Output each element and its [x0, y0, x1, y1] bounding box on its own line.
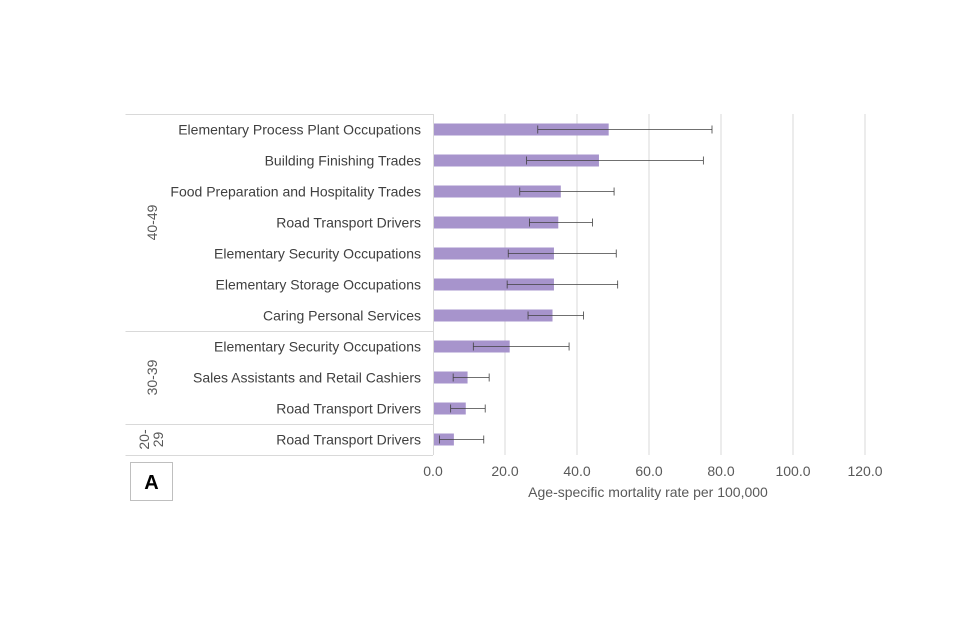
error-bar: [507, 249, 617, 258]
category-label: Elementary Security Occupations: [214, 246, 421, 262]
error-bar: [529, 218, 593, 227]
category-label: Road Transport Drivers: [276, 401, 421, 417]
bar: [434, 340, 510, 353]
error-bar: [452, 373, 490, 382]
group-label: 30-39: [144, 359, 160, 395]
error-bar: [537, 125, 713, 134]
bars: [434, 123, 609, 446]
x-tick-label: 120.0: [847, 463, 882, 479]
category-label: Elementary Process Plant Occupations: [178, 122, 421, 138]
group-label: 40-49: [144, 204, 160, 240]
bar: [434, 185, 561, 198]
x-axis-title: Age-specific mortality rate per 100,000: [528, 484, 768, 500]
x-tick-label: 80.0: [707, 463, 734, 479]
bar: [434, 247, 554, 260]
x-tick-label: 100.0: [775, 463, 810, 479]
category-labels: Elementary Process Plant Occupations Buil…: [170, 122, 421, 448]
error-bar: [450, 404, 486, 413]
group-labels: 40-49 30-39 20-29: [136, 204, 166, 449]
category-label: Elementary Security Occupations: [214, 339, 421, 355]
error-bar: [472, 342, 570, 351]
bar: [434, 309, 553, 322]
x-tick-labels: 0.0 20.0 40.0 60.0 80.0 100.0 120.0: [423, 463, 882, 479]
group-frame: [125, 114, 434, 456]
bar: [434, 123, 609, 136]
category-label: Elementary Storage Occupations: [216, 277, 421, 293]
category-label: Food Preparation and Hospitality Trades: [170, 184, 421, 200]
category-label: Building Finishing Trades: [265, 153, 421, 169]
category-label: Road Transport Drivers: [276, 432, 421, 448]
x-tick-label: 40.0: [563, 463, 590, 479]
x-tick-label: 60.0: [635, 463, 662, 479]
error-bar: [439, 435, 485, 444]
bar: [434, 371, 468, 384]
bar: [434, 402, 466, 415]
svg-text:20-29: 20-29: [136, 429, 166, 450]
category-label: Caring Personal Services: [263, 308, 421, 324]
group-label: 20-29: [136, 429, 166, 450]
error-bars: [439, 125, 713, 444]
error-bar: [527, 311, 584, 320]
category-label: Road Transport Drivers: [276, 215, 421, 231]
error-bar: [519, 187, 615, 196]
error-bar: [506, 280, 619, 289]
bar: [434, 216, 559, 229]
error-bar: [526, 156, 704, 165]
x-tick-label: 0.0: [423, 463, 443, 479]
category-label: Sales Assistants and Retail Cashiers: [193, 370, 421, 386]
panel-badge: A: [130, 462, 173, 501]
x-tick-label: 20.0: [491, 463, 518, 479]
gridlines: [504, 114, 866, 455]
panel-label: A: [144, 472, 158, 494]
bar: [434, 154, 599, 167]
bar: [434, 278, 554, 291]
